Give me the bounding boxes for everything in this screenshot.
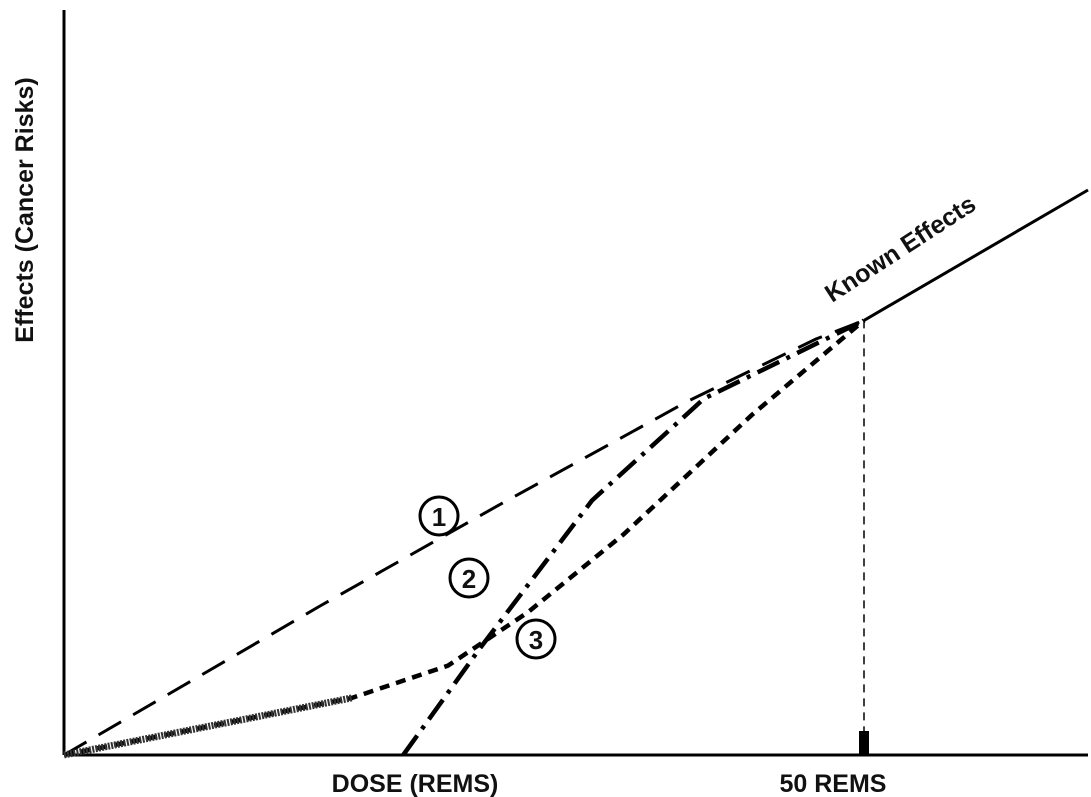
curve-3-number: 3: [529, 625, 543, 655]
series-line-3: [401, 318, 865, 757]
tick-label-50-rems: 50 REMS: [780, 770, 887, 797]
curve-1-number: 1: [432, 502, 446, 532]
tick-mark-50-rems: [859, 731, 869, 755]
series-line-2: [63, 318, 866, 758]
curve-2-marker: 2: [448, 557, 490, 599]
x-axis-label: DOSE (REMS): [332, 770, 499, 797]
y-axis-label: Effects (Cancer Risks): [11, 77, 39, 342]
series-line-known-effects: [863, 188, 1089, 322]
curve-3-marker: 3: [515, 618, 557, 660]
curve-2-number: 2: [462, 564, 476, 594]
curve-1-marker: 1: [418, 495, 460, 537]
known-effects-label: Known Effects: [820, 190, 981, 308]
series-line-1: [63, 319, 865, 757]
series-group: [63, 188, 1089, 758]
series-2-low-dose-band: [63, 694, 353, 759]
